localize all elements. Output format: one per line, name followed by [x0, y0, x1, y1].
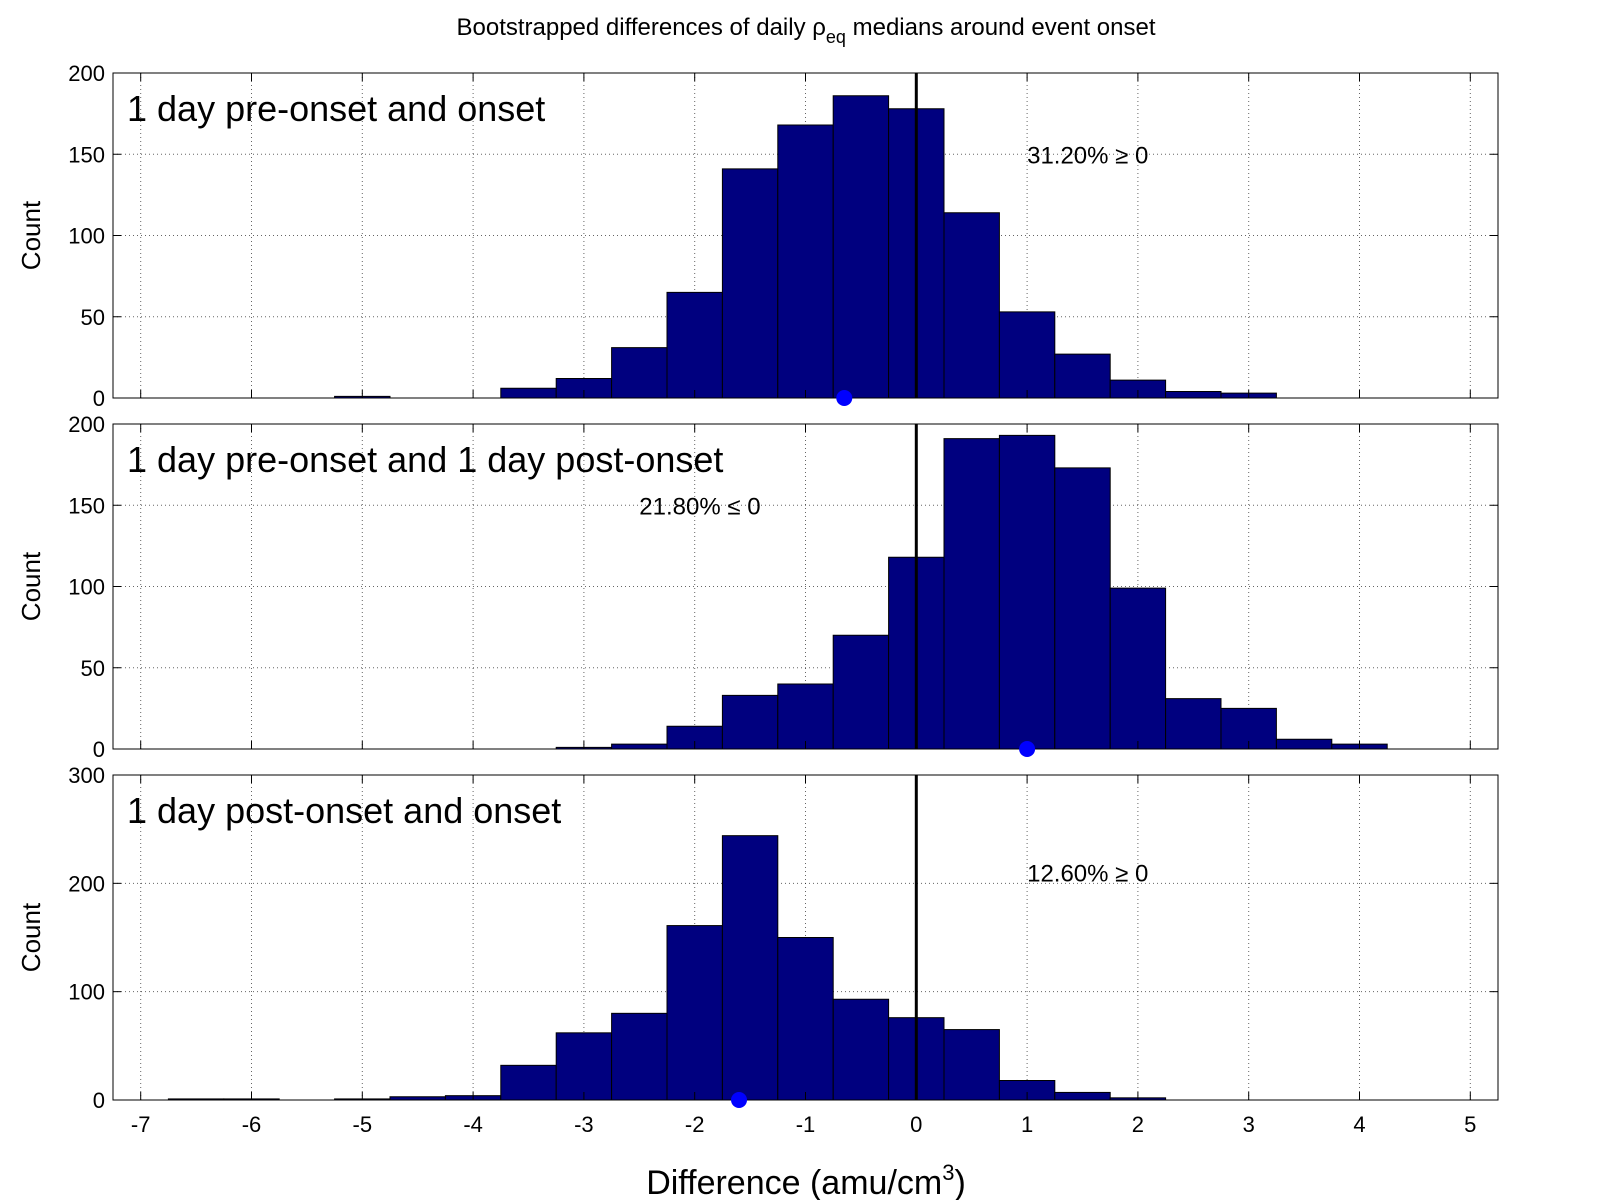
y-tick-label: 100 — [68, 575, 105, 600]
histogram-bar — [998, 311, 1056, 399]
histogram-bar — [1054, 467, 1111, 750]
panel-pre-onset-and-post-onset: 0 50 100 150 200 1 day pre-onset and 1 day po… — [16, 412, 1499, 762]
x-tick-label: 1 — [1021, 1112, 1033, 1137]
histogram-bar — [611, 347, 668, 399]
histogram-bar — [998, 434, 1056, 750]
histogram-bar — [721, 168, 779, 399]
panel-label: 1 day pre-onset and 1 day post-onset — [127, 439, 723, 480]
median-marker — [1019, 741, 1036, 757]
x-tick-label: 4 — [1353, 1112, 1365, 1137]
y-tick-label: 0 — [93, 386, 105, 411]
y-tick-label: 200 — [68, 412, 105, 437]
median-marker — [836, 390, 853, 406]
panel-post-onset-and-onset: -7 -6 -5 -4 -3 -2 -1 0 1 2 3 4 5 0 100 200 300 1 day post… — [16, 763, 1499, 1137]
histogram-bar — [666, 291, 723, 399]
histogram-bar — [943, 212, 1000, 399]
y-tick-label: 0 — [93, 737, 105, 762]
histogram-bar — [1054, 1091, 1111, 1101]
y-tick-label: 50 — [81, 656, 105, 681]
histogram-bar — [832, 634, 890, 750]
y-axis-label: Count — [16, 902, 46, 972]
panel-label: 1 day post-onset and onset — [127, 790, 561, 831]
histogram-bar — [721, 835, 779, 1101]
x-tick-label: -4 — [463, 1112, 483, 1137]
histogram-bar — [777, 683, 834, 750]
x-tick-label: 0 — [910, 1112, 922, 1137]
y-tick-label: 300 — [68, 763, 105, 788]
histogram-bar — [1109, 587, 1167, 750]
percentage-annotation: 31.20% ≥ 0 — [1027, 142, 1148, 169]
y-tick-label: 150 — [68, 493, 105, 518]
histogram-bar — [666, 925, 723, 1101]
histogram-bar — [721, 694, 779, 750]
x-tick-label: -5 — [353, 1112, 373, 1137]
histogram-bar — [1165, 698, 1222, 750]
percentage-annotation: 21.80% ≤ 0 — [639, 493, 760, 520]
histogram-bar — [777, 124, 834, 399]
histogram-bar — [832, 998, 890, 1101]
x-tick-label: -1 — [796, 1112, 816, 1137]
histogram-bar — [500, 1064, 557, 1101]
x-tick-label: -7 — [131, 1112, 151, 1137]
histogram-bar — [1165, 391, 1222, 399]
histogram-bar — [611, 1012, 668, 1101]
histogram-bar — [943, 438, 1000, 750]
x-tick-label: 2 — [1132, 1112, 1144, 1137]
y-tick-label: 150 — [68, 142, 105, 167]
histogram-bar — [1275, 738, 1333, 750]
y-axis-label: Count — [16, 200, 46, 270]
figure-title: Bootstrapped differences of daily ρeq me… — [456, 14, 1155, 47]
x-axis-label: Difference (amu/cm3) — [646, 1160, 966, 1200]
histogram-bar — [1054, 353, 1111, 399]
x-tick-label: -2 — [685, 1112, 705, 1137]
y-tick-label: 200 — [68, 61, 105, 86]
y-tick-label: 50 — [81, 305, 105, 330]
median-marker — [731, 1092, 748, 1108]
histogram-bar — [943, 1029, 1000, 1101]
y-tick-label: 200 — [68, 871, 105, 896]
histogram-bar — [611, 743, 668, 750]
y-axis-label: Count — [16, 551, 46, 621]
x-tick-label: 3 — [1243, 1112, 1255, 1137]
y-tick-label: 100 — [68, 224, 105, 249]
histogram-bar — [500, 387, 557, 399]
y-tick-label: 0 — [93, 1088, 105, 1113]
histogram-bar — [555, 1032, 613, 1101]
histogram-bar — [832, 95, 890, 399]
y-tick-label: 100 — [68, 980, 105, 1005]
x-tick-label: -3 — [574, 1112, 594, 1137]
panel-label: 1 day pre-onset and onset — [127, 88, 545, 129]
x-tick-label: -6 — [242, 1112, 262, 1137]
panel-pre-onset-and-onset: 0 50 100 150 200 1 day pre-onset and onset 31.… — [16, 61, 1499, 411]
x-tick-label: 5 — [1464, 1112, 1476, 1137]
percentage-annotation: 12.60% ≥ 0 — [1027, 861, 1148, 888]
histogram-bar — [777, 937, 834, 1101]
